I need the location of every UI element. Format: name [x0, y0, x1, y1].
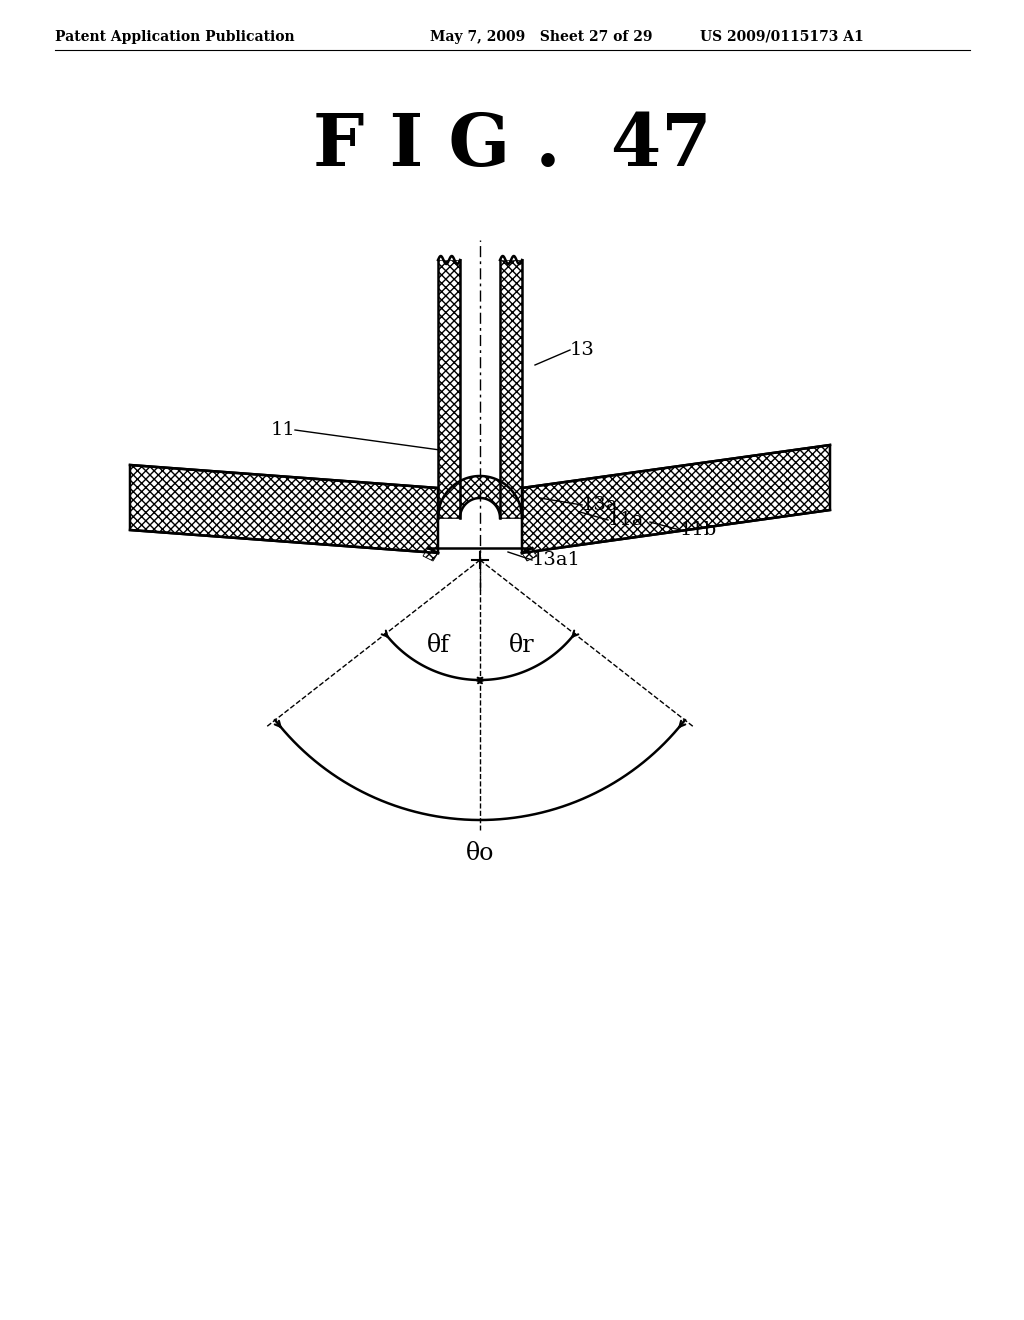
- Polygon shape: [438, 260, 460, 517]
- Text: Patent Application Publication: Patent Application Publication: [55, 30, 295, 44]
- Text: May 7, 2009   Sheet 27 of 29: May 7, 2009 Sheet 27 of 29: [430, 30, 652, 44]
- Polygon shape: [522, 445, 830, 553]
- Polygon shape: [423, 548, 438, 561]
- Text: F I G .  47: F I G . 47: [312, 110, 712, 181]
- Text: 11: 11: [270, 421, 295, 440]
- Polygon shape: [130, 465, 438, 553]
- Text: 13a1: 13a1: [532, 550, 581, 569]
- Polygon shape: [438, 477, 522, 517]
- Text: 11b: 11b: [680, 521, 717, 539]
- Text: θo: θo: [466, 842, 495, 865]
- Text: 11a: 11a: [608, 511, 644, 529]
- Text: 13: 13: [570, 341, 595, 359]
- Polygon shape: [500, 260, 522, 517]
- Text: θr: θr: [509, 634, 535, 657]
- Text: US 2009/0115173 A1: US 2009/0115173 A1: [700, 30, 864, 44]
- Polygon shape: [522, 548, 537, 561]
- Text: 13a: 13a: [582, 496, 618, 513]
- Text: θf: θf: [427, 634, 450, 657]
